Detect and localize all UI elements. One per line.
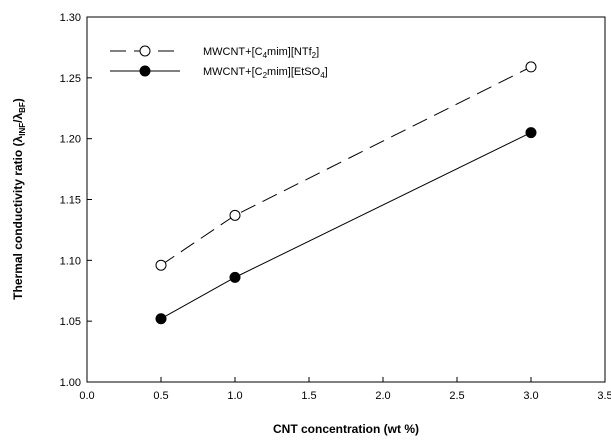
y-tick-label: 1.20	[60, 134, 81, 146]
series-2-line	[160, 132, 532, 320]
x-axis-title: CNT concentration (wt %)	[273, 422, 419, 436]
series-2-point	[525, 127, 537, 139]
x-tick-label: 1.5	[301, 390, 316, 402]
x-tick-label: 0.0	[79, 390, 94, 402]
y-tick-label: 1.15	[60, 195, 81, 207]
legend-label-series-2: MWCNT+[C2mim][EtSO4]	[203, 66, 328, 80]
legend: MWCNT+[C4mim][NTf2] MWCNT+[C2mim][EtSO4]	[110, 45, 328, 80]
series-1-point	[525, 61, 537, 73]
series-2-point	[229, 271, 241, 283]
x-tick-label: 2.0	[375, 390, 390, 402]
series-layer	[155, 61, 537, 325]
x-tick-label: 3.5	[597, 390, 611, 402]
x-tick-label: 2.5	[449, 390, 464, 402]
y-tick-label: 1.30	[60, 12, 81, 24]
y-tick-label: 1.10	[60, 255, 81, 267]
series-1-point	[155, 259, 167, 271]
y-tick-label: 1.00	[60, 377, 81, 389]
series-2-point	[155, 313, 167, 325]
axis-ticks: 0.0 0.5 1.0 1.5 2.0 2.5 3.0 3.5 1.00 1.05 1.10 1.15…	[60, 12, 611, 402]
y-tick-label: 1.05	[60, 316, 81, 328]
x-tick-label: 1.0	[227, 390, 242, 402]
legend-marker-series-1	[139, 45, 151, 57]
x-tick-label: 3.0	[523, 390, 538, 402]
plot-frame	[86, 16, 606, 383]
y-axis-title: Thermal conductivity ratio (λINF/λBF)	[11, 98, 27, 300]
x-tick-label: 0.5	[153, 390, 168, 402]
legend-label-series-1: MWCNT+[C4mim][NTf2]	[203, 46, 319, 60]
series-1-point	[229, 209, 241, 221]
series-1-line	[160, 66, 532, 266]
y-tick-label: 1.25	[60, 73, 81, 85]
legend-marker-series-2	[139, 65, 151, 77]
